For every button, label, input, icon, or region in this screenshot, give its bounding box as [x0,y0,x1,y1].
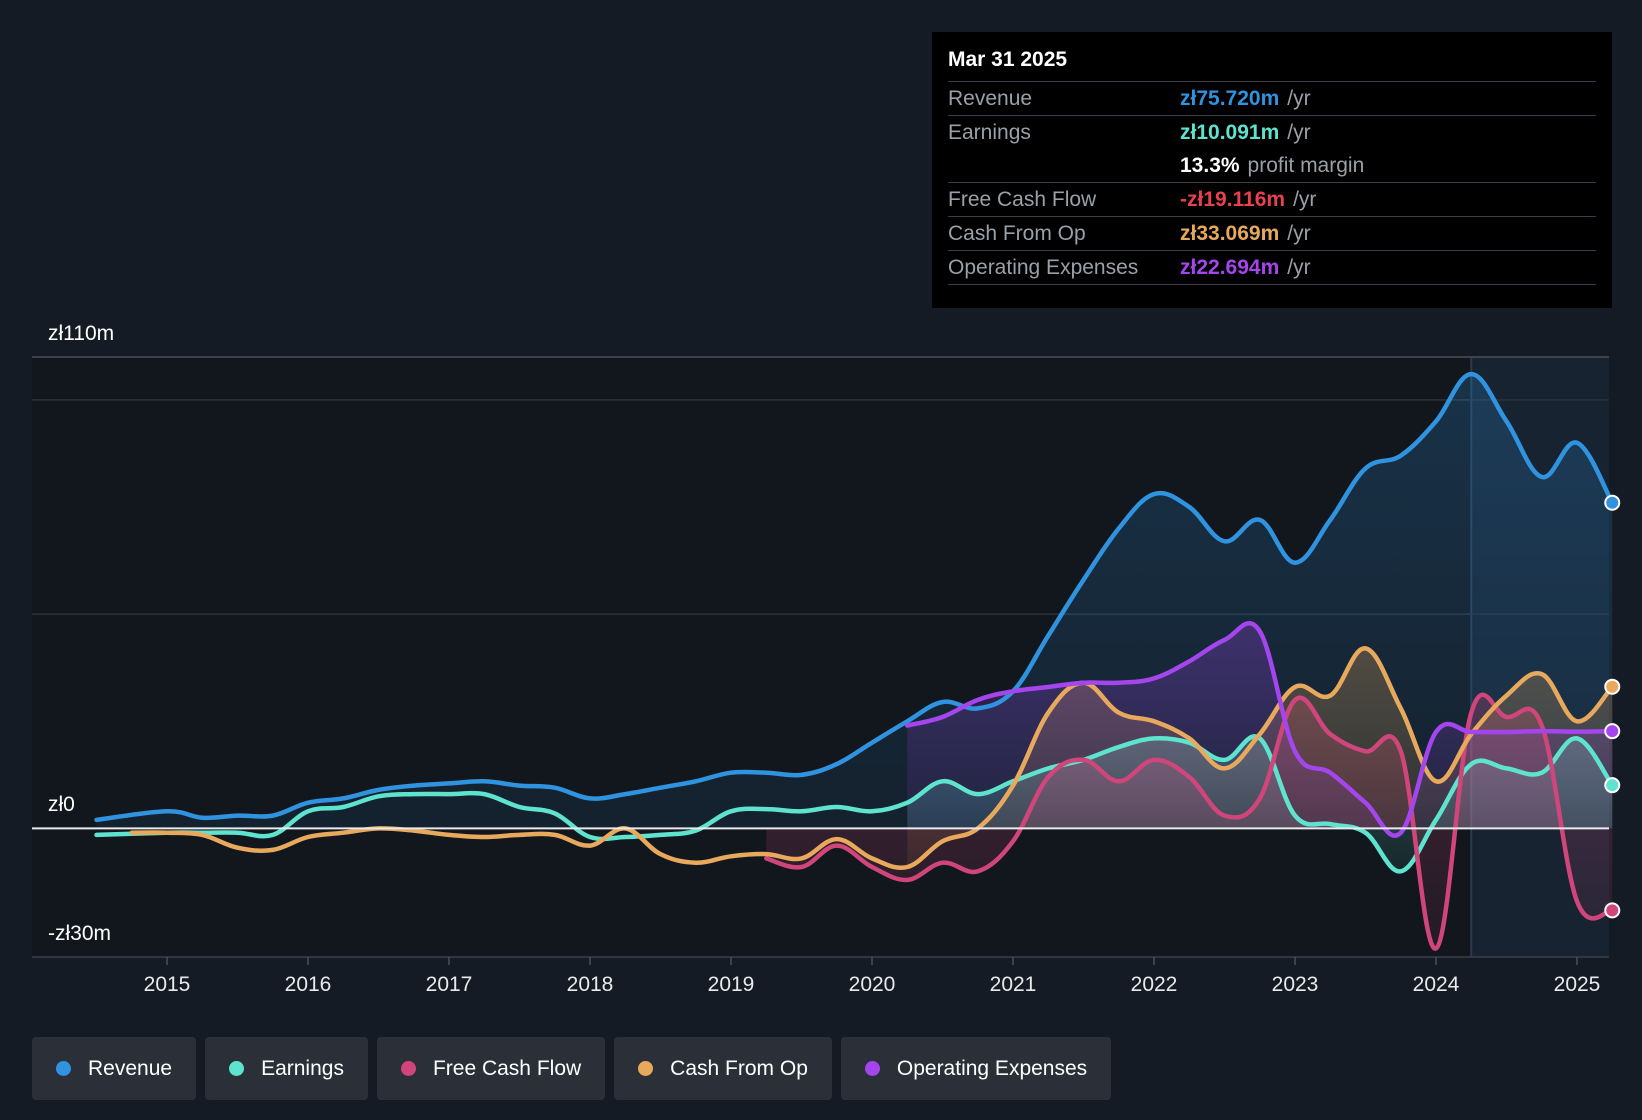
legend-label: Earnings [261,1056,344,1080]
x-tick-label: 2024 [1413,973,1460,996]
series-lines [32,371,1615,951]
line-free-cash-flow [764,692,1615,951]
x-tick-label: 2020 [849,973,896,996]
tooltip-unit: profit margin [1247,153,1365,177]
y-label-top: zł110m [48,322,114,345]
x-axis: 2015 2016 2017 2018 2019 2020 2021 2022 2023 2024… [144,957,1601,996]
tooltip-row-earnings: Earnings zł10.091m /yr [948,115,1596,149]
tooltip-unit: /yr [1287,86,1311,110]
tooltip-row-margin: 13.3% profit margin [948,149,1596,182]
legend-item-cash-from-op[interactable]: Cash From Op [614,1037,832,1100]
line-revenue [94,371,1615,823]
x-tick-label: 2025 [1554,973,1601,996]
marker-free-cash-flow [1604,902,1621,919]
legend-label: Free Cash Flow [432,1056,582,1080]
tooltip-unit: /yr [1287,255,1311,279]
tooltip-label: Cash From Op [948,221,1086,245]
tooltip-label: Free Cash Flow [948,187,1097,211]
tooltip-value: zł33.069m [1180,221,1280,245]
legend-dot-icon [864,1061,880,1076]
x-tick-label: 2015 [144,973,191,996]
tooltip-unit: /yr [1287,120,1311,144]
end-markers [1604,494,1621,919]
legend: Revenue Earnings Free Cash Flow Cash Fro… [32,1037,1120,1100]
marker-earnings [1604,777,1621,794]
tooltip-row-fcf: Free Cash Flow -zł19.116m /yr [948,182,1596,216]
x-tick-label: 2023 [1272,973,1319,996]
tooltip-value: zł22.694m [1180,255,1280,279]
legend-label: Cash From Op [670,1056,808,1080]
x-tick-label: 2021 [990,973,1037,996]
x-tick-label: 2018 [567,973,614,996]
tooltip-row-opex: Operating Expenses zł22.694m /yr [948,250,1596,285]
y-label-bottom: -zł30m [48,922,111,945]
tooltip-label: Earnings [948,120,1031,144]
legend-dot-icon [400,1061,416,1076]
marker-cash-from-op [1604,678,1621,695]
legend-label: Revenue [88,1056,173,1080]
x-tick-label: 2017 [426,973,473,996]
legend-item-free-cash-flow[interactable]: Free Cash Flow [376,1037,606,1100]
tooltip-unit: /yr [1287,221,1311,245]
tooltip-label: Operating Expenses [948,255,1139,279]
legend-dot-icon [229,1061,245,1076]
y-label-zero: zł0 [48,793,75,816]
x-tick-label: 2022 [1131,973,1178,996]
tooltip-unit: /yr [1293,187,1317,211]
marker-revenue [1604,494,1621,511]
x-tick-label: 2019 [708,973,755,996]
tooltip-label: Revenue [948,86,1033,110]
tooltip-value: zł10.091m [1180,120,1280,144]
legend-item-earnings[interactable]: Earnings [205,1037,368,1100]
line-operating-expenses [905,621,1615,838]
tooltip-row-cfo: Cash From Op zł33.069m /yr [948,216,1596,250]
legend-dot-icon [638,1061,654,1076]
legend-dot-icon [56,1061,71,1076]
marker-operating-expenses [1604,723,1621,740]
tooltip-row-revenue: Revenue zł75.720m /yr [948,81,1596,115]
legend-item-operating-expenses[interactable]: Operating Expenses [840,1037,1112,1100]
line-earnings [94,734,1615,874]
tooltip-value: -zł19.116m [1180,187,1286,211]
tooltip-value: zł75.720m [1180,86,1280,110]
legend-label: Operating Expenses [896,1056,1088,1080]
x-tick-label: 2016 [285,973,332,996]
tooltip-panel: Mar 31 2025 Revenue zł75.720m /yr Earnin… [932,32,1612,308]
legend-item-revenue[interactable]: Revenue [32,1037,197,1100]
tooltip-date: Mar 31 2025 [948,48,1068,71]
tooltip-value: 13.3% [1180,153,1240,177]
